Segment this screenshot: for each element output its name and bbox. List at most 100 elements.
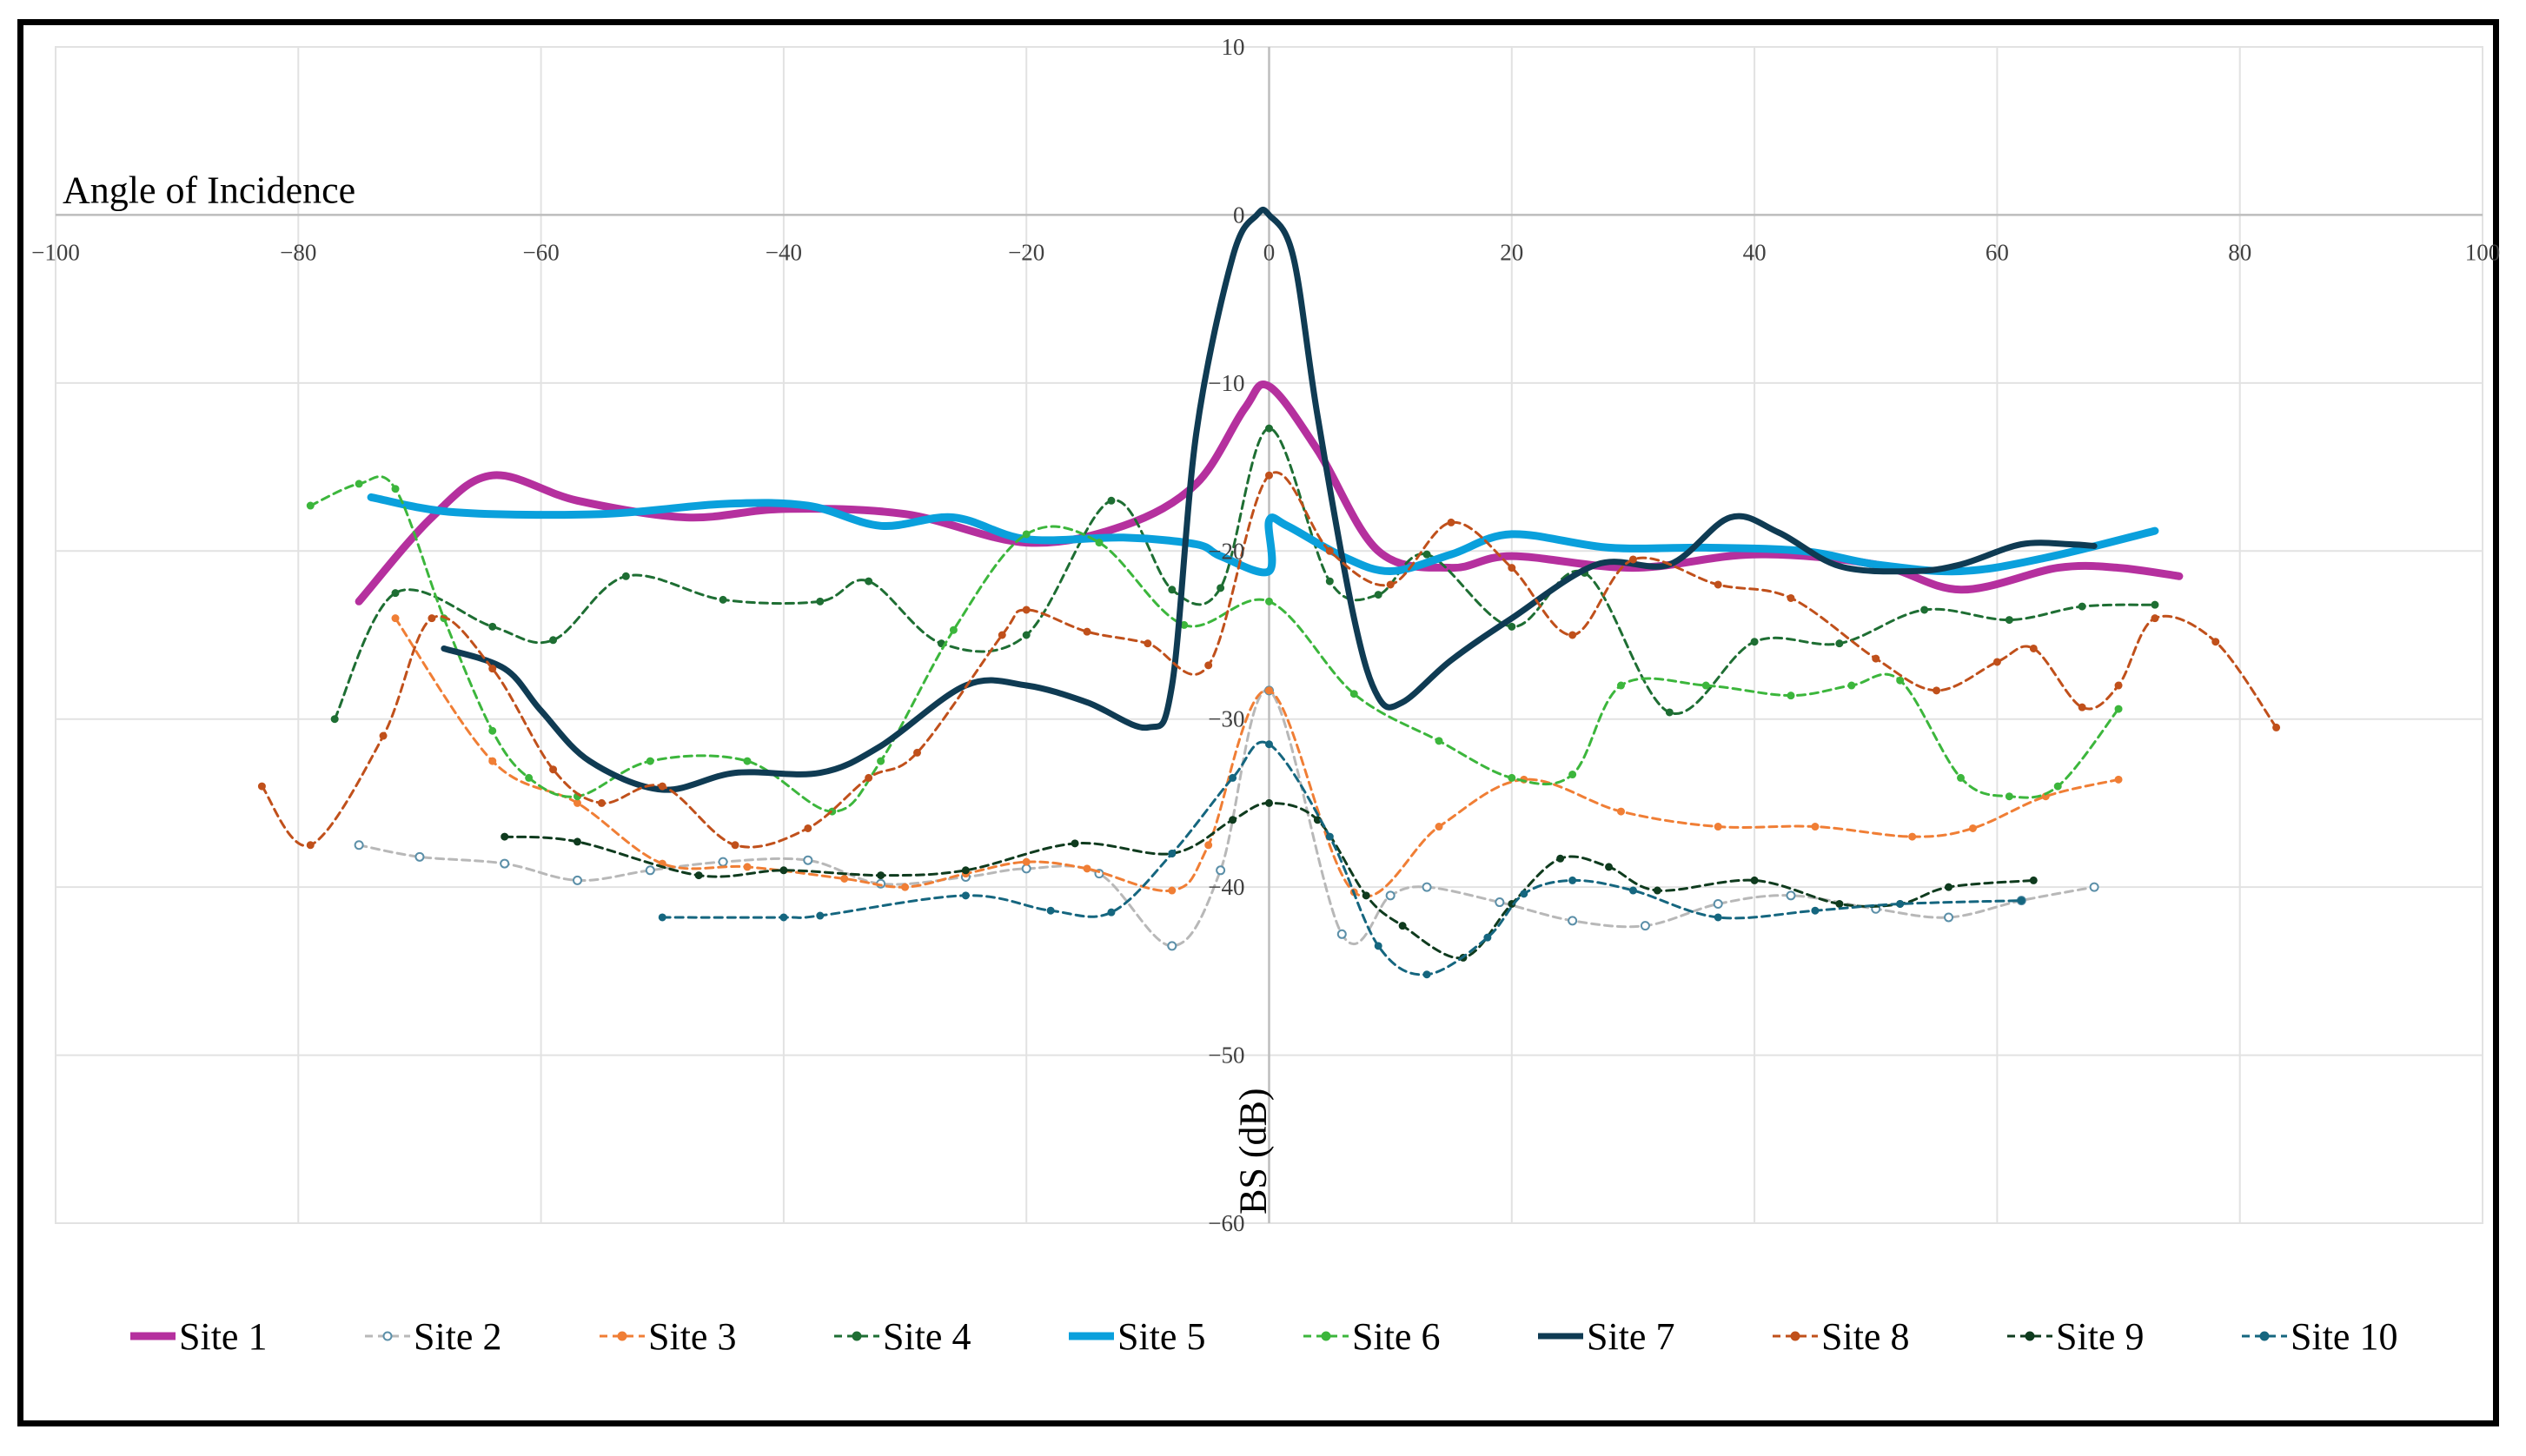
data-point xyxy=(1811,823,1820,831)
data-point xyxy=(488,622,497,631)
series-line-site-5 xyxy=(367,493,2159,577)
data-point xyxy=(1568,771,1577,779)
legend-item-site-2: Site 2 xyxy=(365,1315,501,1358)
series-site-5 xyxy=(367,493,2159,577)
x-tick-label: 20 xyxy=(1500,239,1523,265)
y-tick-label: −60 xyxy=(1208,1210,1244,1236)
data-point xyxy=(1435,737,1443,745)
legend: Site 1 Site 2 Site 3 Site 4 Site 5 Site 6 Site… xyxy=(130,1315,2397,1358)
data-point xyxy=(391,614,400,623)
data-point xyxy=(2114,681,2123,690)
data-point xyxy=(2151,600,2159,609)
x-axis-title: Angle of Incidence xyxy=(63,169,355,211)
data-point xyxy=(658,782,666,791)
data-point xyxy=(1944,912,1954,923)
data-point xyxy=(2089,882,2099,892)
legend-item-site-3: Site 3 xyxy=(600,1315,736,1358)
data-point xyxy=(1336,929,1347,939)
data-point xyxy=(2005,792,2013,801)
data-point xyxy=(645,865,655,876)
data-point xyxy=(1229,816,1237,824)
x-tick-label: 40 xyxy=(1743,239,1767,265)
series-line-site-4 xyxy=(333,427,2157,721)
data-point xyxy=(1435,823,1443,831)
data-point xyxy=(488,726,497,735)
data-point xyxy=(501,832,509,841)
data-point xyxy=(1957,773,1966,782)
data-point xyxy=(877,757,885,765)
data-point xyxy=(1616,681,1625,690)
data-point xyxy=(1021,864,1031,874)
data-point xyxy=(1204,841,1213,850)
legend-marker xyxy=(2025,1331,2035,1341)
data-point xyxy=(718,857,728,867)
data-point xyxy=(913,748,922,757)
data-point xyxy=(1422,882,1432,892)
series-site-7 xyxy=(441,207,2098,793)
data-point xyxy=(488,757,497,765)
data-point xyxy=(1095,539,1104,547)
y-tick-label: −50 xyxy=(1208,1042,1244,1069)
data-point xyxy=(1168,586,1177,594)
data-point xyxy=(1920,606,1929,614)
data-point xyxy=(2029,644,2038,652)
legend-label: Site 1 xyxy=(179,1315,267,1358)
x-tick-label: −20 xyxy=(1008,239,1044,265)
data-point xyxy=(1022,631,1031,639)
data-point xyxy=(2151,614,2159,623)
x-tick-label: 60 xyxy=(1986,239,2009,265)
legend-item-site-9: Site 9 xyxy=(2007,1315,2144,1358)
data-point xyxy=(2114,775,2123,784)
series-line-site-7 xyxy=(441,207,2098,793)
data-point xyxy=(573,798,581,807)
data-point xyxy=(1144,639,1152,648)
y-tick-label: −30 xyxy=(1208,706,1244,732)
data-point xyxy=(803,855,813,865)
data-point xyxy=(1653,886,1661,895)
chart-frame xyxy=(17,19,2499,1426)
data-point xyxy=(1022,606,1031,614)
data-point xyxy=(1495,897,1505,908)
data-point xyxy=(1787,593,1795,602)
data-point xyxy=(1714,580,1722,589)
data-point xyxy=(1083,627,1091,636)
data-point xyxy=(1325,577,1334,586)
legend-item-site-6: Site 6 xyxy=(1303,1315,1440,1358)
data-point xyxy=(2053,782,2062,791)
data-point xyxy=(1568,631,1577,639)
data-point xyxy=(901,883,910,891)
data-point xyxy=(1362,891,1370,900)
data-point xyxy=(1386,580,1395,589)
data-point xyxy=(355,480,363,488)
data-point xyxy=(1374,591,1382,599)
data-point xyxy=(1508,622,1516,631)
series-layer xyxy=(257,207,2281,979)
data-point xyxy=(2017,897,2025,905)
data-point xyxy=(1750,638,1759,646)
data-point xyxy=(1265,798,1273,807)
data-point xyxy=(2114,705,2123,713)
data-point xyxy=(1908,832,1917,841)
series-line-site-2 xyxy=(357,689,2096,948)
data-point xyxy=(1422,550,1431,559)
data-point xyxy=(998,631,1006,639)
data-point xyxy=(1265,686,1273,695)
data-point xyxy=(1349,690,1358,698)
data-point xyxy=(1750,876,1759,884)
data-point xyxy=(500,858,510,869)
data-point xyxy=(1786,890,1796,901)
data-point xyxy=(1945,883,1953,891)
series-line-site-9 xyxy=(503,801,2035,960)
legend-marker xyxy=(617,1331,627,1341)
data-point xyxy=(1265,597,1273,606)
data-point xyxy=(1933,686,1941,695)
data-point xyxy=(391,485,400,493)
data-point xyxy=(1167,941,1177,951)
x-tick-label: 0 xyxy=(1263,239,1276,265)
data-point xyxy=(1568,876,1577,884)
y-tick-label: 0 xyxy=(1233,202,1245,228)
data-point xyxy=(2078,703,2086,711)
data-point xyxy=(816,597,825,606)
data-point xyxy=(646,757,654,765)
